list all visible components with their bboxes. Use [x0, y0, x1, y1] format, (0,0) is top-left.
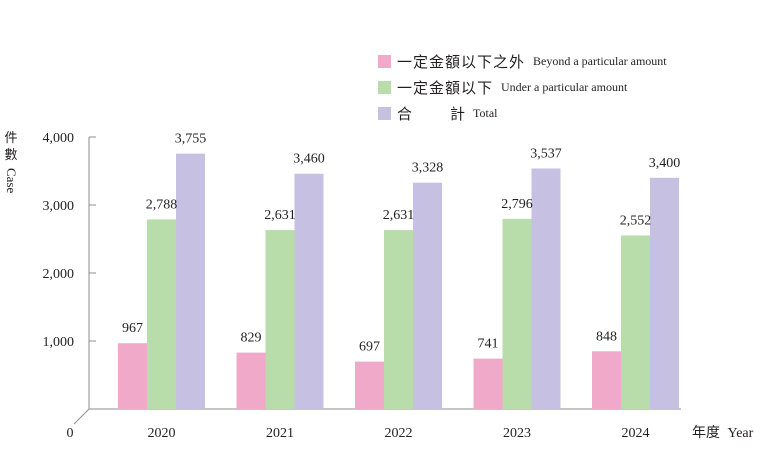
legend-label-zh: 合計	[397, 104, 466, 123]
bar-2023-series-1	[502, 218, 532, 409]
tick-labels: 1,000 2,000 3,000 4,000 0 2020 2021 2022 2023 202…	[43, 131, 650, 441]
data-label: 2,631	[383, 208, 415, 223]
bar-2022-series-0	[355, 361, 384, 409]
y-tick-label: 4,000	[43, 131, 75, 146]
bar-2023-series-0	[473, 358, 503, 409]
bar-2024-series-2	[650, 177, 679, 409]
x-tick-label: 2023	[503, 426, 531, 441]
axis-corner-line	[73, 408, 90, 425]
y-tick-label: 2,000	[43, 267, 75, 282]
bars	[118, 153, 679, 409]
legend-label-zh: 一定金額以下之外	[397, 52, 526, 71]
x-tick-label: 2020	[148, 426, 176, 441]
x-axis-label-zh: 年度	[692, 425, 720, 441]
legend-item-total: 合計 Total	[378, 100, 667, 126]
bar-2020-series-2	[176, 153, 205, 409]
origin-label: 0	[67, 426, 74, 441]
legend-item-under: 一定金額以下 Under a particular amount	[378, 74, 667, 100]
data-label: 697	[359, 340, 380, 355]
data-label: 2,631	[264, 208, 296, 223]
data-label: 3,755	[175, 132, 207, 147]
bar-2022-series-1	[384, 230, 413, 409]
legend: 一定金額以下之外 Beyond a particular amount 一定金額…	[378, 48, 667, 126]
y-axis-label: 件 數 Case	[3, 130, 19, 197]
bar-2020-series-1	[147, 219, 176, 409]
data-label: 848	[596, 329, 617, 344]
legend-swatch-beyond	[378, 54, 391, 68]
x-axis-label-en: Year	[727, 426, 754, 441]
legend-label-en: Beyond a particular amount	[533, 53, 667, 68]
bar-2020-series-0	[118, 343, 147, 409]
bar-2024-series-0	[592, 351, 621, 409]
y-axis-label-zh-2: 數	[4, 148, 18, 163]
y-tick-label: 1,000	[43, 335, 75, 350]
legend-label-en: Under a particular amount	[501, 79, 628, 94]
data-label: 3,537	[530, 146, 562, 161]
bar-2021-series-1	[265, 230, 295, 409]
legend-label-en: Total	[473, 105, 498, 120]
y-axis-label-zh-1: 件	[4, 131, 18, 146]
value-labels: 967 2,788 3,755 829 2,631 3,460 697 2,631 3,328 7…	[122, 132, 680, 355]
bar-2021-series-0	[236, 352, 266, 409]
x-tick-label: 2021	[266, 426, 294, 441]
data-label: 3,328	[412, 161, 444, 176]
x-tick-label: 2022	[385, 426, 413, 441]
data-label: 3,400	[649, 156, 681, 171]
x-tick-label: 2024	[622, 426, 650, 441]
legend-label-zh: 一定金額以下	[397, 78, 494, 97]
x-axis-label: 年度 Year	[692, 422, 753, 442]
data-label: 829	[241, 331, 262, 346]
bar-2022-series-2	[413, 182, 442, 409]
legend-swatch-under	[378, 80, 391, 94]
data-label: 741	[478, 337, 499, 352]
data-label: 2,552	[620, 213, 652, 228]
legend-item-beyond: 一定金額以下之外 Beyond a particular amount	[378, 48, 667, 74]
data-label: 967	[122, 321, 143, 336]
data-label: 2,796	[501, 197, 533, 212]
data-label: 2,788	[146, 197, 178, 212]
y-tick-label: 3,000	[43, 199, 75, 214]
legend-swatch-total	[378, 106, 391, 120]
bar-2023-series-2	[531, 168, 561, 409]
data-label: 3,460	[293, 152, 325, 167]
bar-2024-series-1	[621, 235, 650, 409]
bar-2021-series-2	[294, 173, 324, 409]
y-axis-label-en: Case	[4, 168, 19, 194]
